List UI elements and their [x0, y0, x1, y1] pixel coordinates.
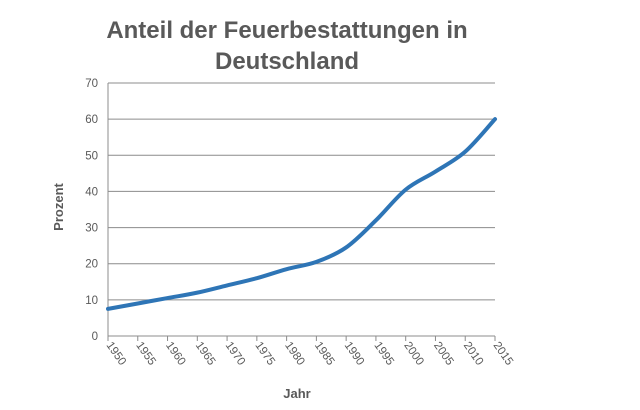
x-tick-label: 2015: [491, 340, 516, 368]
x-tick-label: 1950: [104, 340, 129, 368]
y-axis-label: Prozent: [51, 182, 66, 230]
chart-title-line-1: Anteil der Feuerbestattungen in: [106, 17, 467, 44]
chart-title-line-2: Deutschland: [215, 48, 359, 75]
data-points: [106, 117, 497, 311]
x-tick-label: 1975: [252, 340, 277, 368]
x-tick-label: 2010: [461, 340, 486, 368]
x-tick-label: 1980: [282, 340, 307, 368]
y-tick-label: 10: [85, 295, 98, 307]
x-tick-label: 1955: [133, 340, 158, 368]
x-tick-label: 1995: [371, 340, 396, 368]
x-axis-label: Jahr: [283, 386, 310, 401]
y-tick-label: 50: [85, 150, 98, 162]
series-line: [106, 117, 497, 311]
gridlines: [107, 82, 495, 337]
y-tick-label: 60: [85, 114, 98, 126]
x-tick-label: 2005: [431, 340, 456, 368]
x-tick-label: 1960: [163, 340, 188, 368]
x-tick-label: 1970: [223, 340, 248, 368]
x-tick-label: 1990: [342, 340, 367, 368]
x-axis-ticks: 1950 1955 1960 1965 1970 1975 1980 1985 1990 1995…: [104, 336, 516, 368]
x-tick-label: 1985: [312, 340, 337, 368]
x-tick-label: 2000: [401, 340, 426, 368]
x-tick-label: 1965: [193, 340, 218, 368]
y-tick-label: 20: [85, 259, 98, 271]
y-tick-label: 40: [85, 186, 98, 198]
y-axis-ticks: 0 10 20 30 40 50 60 70: [85, 78, 98, 343]
y-tick-label: 0: [92, 331, 98, 343]
y-tick-label: 70: [85, 78, 98, 90]
y-tick-label: 30: [85, 223, 98, 235]
